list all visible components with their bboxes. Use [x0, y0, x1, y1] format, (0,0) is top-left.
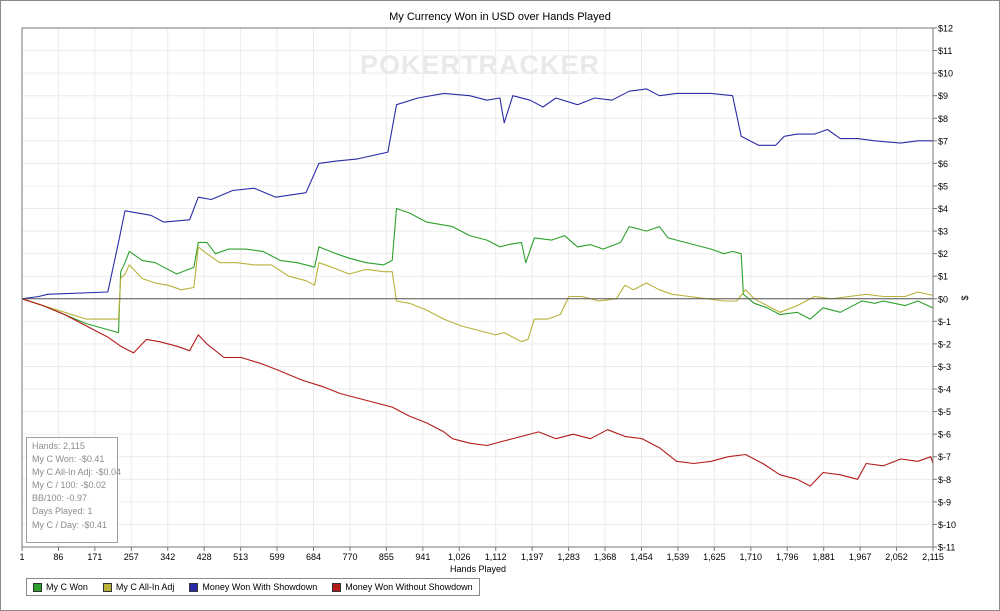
y-tick-label: $2: [938, 249, 948, 259]
legend-swatch: [332, 582, 342, 592]
x-tick-label: 86: [53, 552, 63, 562]
y-tick-label: $-8: [938, 475, 951, 485]
stat-allin-adj: My C All-In Adj: -$0.04: [32, 467, 122, 478]
x-tick-label: 1: [19, 552, 24, 562]
y-tick-label: $10: [938, 69, 953, 79]
x-tick-label: 1,197: [521, 552, 544, 562]
y-tick-label: $-9: [938, 497, 951, 507]
y-tick-label: $-4: [938, 385, 951, 395]
x-tick-label: 2,052: [885, 552, 908, 562]
y-tick-label: $0: [938, 294, 948, 304]
x-tick-label: 342: [160, 552, 175, 562]
x-tick-label: 855: [379, 552, 394, 562]
stat-won: My C Won: -$0.41: [32, 454, 105, 465]
x-tick-label: 1,881: [812, 552, 835, 562]
y-tick-label: $12: [938, 24, 953, 34]
x-tick-label: 599: [270, 552, 285, 562]
x-tick-label: 2,115: [922, 552, 944, 562]
watermark-logo: POKERTRACKER: [360, 50, 600, 80]
x-tick-label: 1,454: [630, 552, 653, 562]
legend-label: My C All-In Adj: [115, 582, 175, 592]
y-tick-label: $-11: [938, 543, 955, 553]
legend: My C Won My C All-In Adj Money Won With …: [26, 578, 480, 596]
stat-days-played: Days Played: 1: [32, 506, 93, 517]
legend-label: My C Won: [46, 582, 88, 592]
legend-item-without-showdown: Money Won Without Showdown: [332, 582, 473, 592]
legend-item-all-in-adj: My C All-In Adj: [102, 582, 175, 592]
y-tick-label: $-6: [938, 430, 951, 440]
plot-area: [21, 27, 934, 548]
y-tick-label: $5: [938, 181, 948, 191]
series-line-money-won-without-showdown: [21, 298, 934, 487]
y-tick-label: $-10: [938, 520, 956, 530]
x-axis-label: Hands Played: [450, 564, 506, 574]
y-tick-label: $-7: [938, 452, 951, 462]
stat-bb-100: BB/100: -0.97: [32, 493, 88, 504]
x-tick-label: 1,796: [776, 552, 799, 562]
y-tick-label: $-5: [938, 407, 951, 417]
x-tick-label: 1,625: [703, 552, 726, 562]
x-tick-label: 941: [415, 552, 430, 562]
y-axis-ticks: $12 $11 $10 $9 $8 $7 $6 $5 $4 $3 $2 $1 $0 $-1 $-2 $-3 $-…: [933, 24, 956, 553]
y-tick-label: $6: [938, 159, 948, 169]
legend-label: Money Won Without Showdown: [345, 582, 473, 592]
x-tick-label: 428: [197, 552, 212, 562]
legend-swatch: [189, 582, 199, 592]
x-tick-label: 1,539: [667, 552, 690, 562]
series-line-my-c-all-in-adj: [21, 246, 934, 343]
x-tick-label: 770: [342, 552, 357, 562]
x-tick-label: 171: [87, 552, 102, 562]
series-lines: [21, 88, 934, 487]
y-tick-label: $4: [938, 204, 948, 214]
x-tick-label: 1,026: [448, 552, 471, 562]
legend-swatch: [33, 582, 42, 592]
legend-swatch: [102, 582, 112, 592]
x-tick-label: 1,710: [740, 552, 763, 562]
x-tick-label: 1,368: [594, 552, 617, 562]
y-tick-label: $7: [938, 136, 948, 146]
legend-label: Money Won With Showdown: [202, 582, 318, 592]
x-tick-label: 513: [233, 552, 248, 562]
stat-per-100: My C / 100: -$0.02: [32, 480, 107, 491]
y-tick-label: $3: [938, 227, 948, 237]
y-tick-label: $-2: [938, 339, 951, 349]
x-tick-label: 1,112: [485, 552, 507, 562]
y-axis-label: $: [960, 295, 970, 300]
x-tick-label: 257: [124, 552, 139, 562]
x-tick-label: 684: [306, 552, 321, 562]
x-tick-label: 1,283: [557, 552, 580, 562]
series-line-money-won-with-showdown: [21, 88, 933, 300]
stat-per-day: My C / Day: -$0.41: [32, 519, 108, 530]
y-tick-label: $-1: [938, 317, 951, 327]
y-tick-label: $9: [938, 91, 948, 101]
x-tick-label: 1,967: [849, 552, 872, 562]
x-axis-ticks: 1 86 171 257 342 428 513 599 684 770 855 941 1,026 1,…: [19, 547, 944, 562]
gridlines: [21, 27, 934, 548]
series-line-my-c-won: [21, 207, 934, 334]
stats-box: Hands: 2,115 My C Won: -$0.41 My C All-I…: [26, 437, 122, 543]
chart-title: My Currency Won in USD over Hands Played: [389, 11, 611, 23]
stat-hands: Hands: 2,115: [32, 441, 85, 451]
y-tick-label: $8: [938, 114, 948, 124]
y-tick-label: $1: [938, 272, 948, 282]
y-tick-label: $-3: [938, 362, 951, 372]
legend-item-my-c-won: My C Won: [33, 582, 88, 592]
y-tick-label: $11: [938, 46, 952, 56]
legend-item-with-showdown: Money Won With Showdown: [189, 582, 317, 592]
